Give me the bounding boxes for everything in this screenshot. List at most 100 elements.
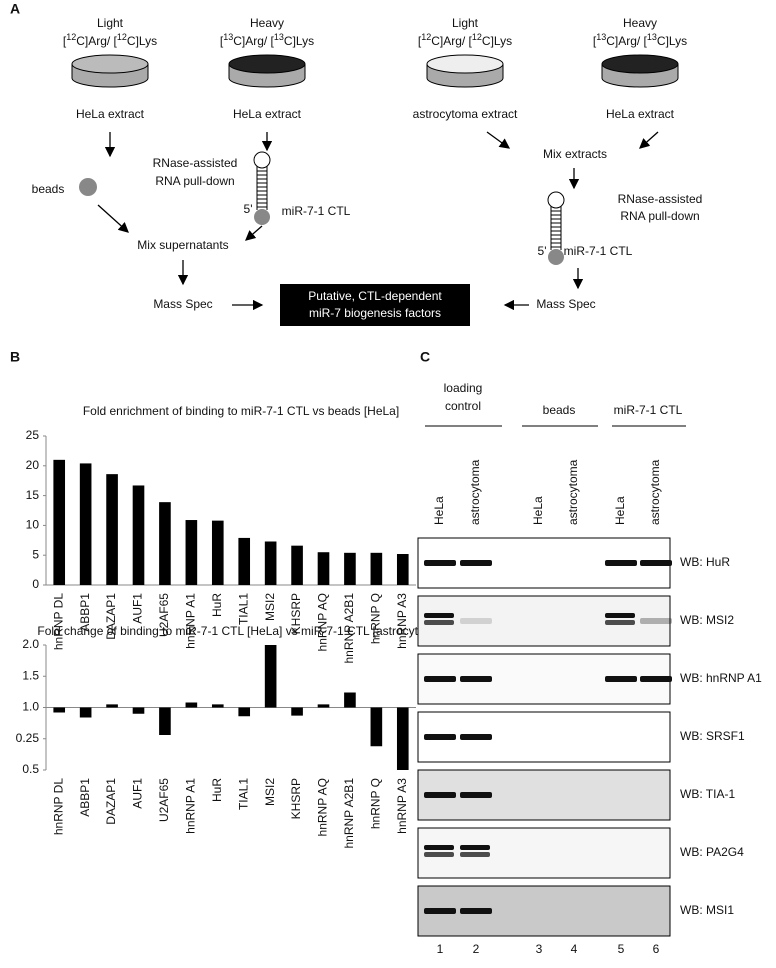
bar [396, 554, 409, 585]
heavy-label: Heavy [623, 16, 657, 30]
blot-label: WB: SRSF1 [680, 729, 745, 743]
formula-part: [ [593, 34, 597, 48]
x-tick-label: hnRNP Q [369, 593, 383, 644]
formula-part: 13 [596, 32, 606, 42]
arrow [245, 225, 263, 241]
panel-label: C [420, 349, 430, 365]
extract-label: astrocytoma extract [413, 107, 518, 121]
formula-part: 12 [117, 32, 127, 42]
group-label: control [445, 399, 481, 413]
formula-part: C]Arg/ [ [606, 34, 647, 48]
beads-label: beads [32, 182, 65, 196]
bar [211, 704, 224, 708]
band [460, 792, 492, 798]
extract-label: HeLa extract [233, 107, 302, 121]
band [460, 618, 492, 624]
x-tick-label: hnRNP DL [51, 593, 65, 650]
formula-part: C]Arg/ [ [76, 34, 117, 48]
bar [132, 707, 145, 714]
pulldown-label: RNA pull-down [155, 174, 234, 188]
band [605, 560, 637, 566]
result-box [280, 284, 470, 326]
heavy-label: Heavy [250, 16, 284, 30]
x-tick-label: hnRNP A2B1 [342, 778, 356, 849]
lane-label: HeLa [531, 496, 545, 525]
formula-part: 13 [223, 32, 233, 42]
probe-label: miR-7-1 CTL [564, 244, 633, 258]
bead [254, 209, 270, 225]
blot [417, 827, 671, 879]
y-tick-label: 10 [26, 518, 40, 532]
probe-label: miR-7-1 CTL [282, 204, 351, 218]
bar [106, 474, 118, 585]
blot-label: WB: TIA-1 [680, 787, 735, 801]
x-tick-label: U2AF65 [157, 593, 171, 637]
x-tick-label: MSI2 [263, 778, 277, 806]
band [460, 734, 492, 740]
probe-end: 5' [244, 202, 253, 216]
band [460, 845, 490, 850]
band [640, 618, 672, 624]
bar [317, 704, 330, 708]
band [424, 734, 456, 740]
blot-label: WB: MSI2 [680, 613, 734, 627]
x-tick-label: hnRNP AQ [316, 593, 330, 651]
formula-part: 13 [647, 32, 657, 42]
formula: [12C]Arg/ [12C]Lys [418, 32, 512, 48]
bar [79, 707, 92, 718]
formula-part: 12 [472, 32, 482, 42]
result-text: miR-7 biogenesis factors [309, 306, 441, 320]
band [460, 908, 492, 914]
bead [548, 249, 564, 265]
bar [317, 552, 330, 585]
x-tick-label: KHSRP [289, 778, 303, 819]
dish-top [228, 54, 306, 74]
formula-part: [ [418, 34, 422, 48]
ms-label: Mass Spec [536, 297, 595, 311]
bar [291, 545, 303, 585]
formula: [12C]Arg/ [12C]Lys [63, 32, 157, 48]
x-tick-label: hnRNP DL [51, 778, 65, 835]
band [460, 560, 492, 566]
result-text: Putative, CTL-dependent [308, 289, 442, 303]
lane-label: astrocytoma [468, 459, 482, 525]
y-tick-label: 1.0 [22, 700, 39, 714]
y-tick-label: 2.0 [22, 637, 39, 651]
x-tick-label: hnRNP Q [369, 778, 383, 829]
bar [264, 645, 277, 708]
lane-number: 5 [618, 942, 625, 956]
x-tick-label: hnRNP A1 [184, 593, 198, 649]
y-tick-label: 5 [32, 547, 39, 561]
panel-label: B [10, 349, 20, 365]
y-tick-label: 0 [32, 577, 39, 591]
bar [159, 502, 171, 585]
extract-label: HeLa extract [76, 107, 145, 121]
pulldown-label: RNA pull-down [620, 209, 699, 223]
group-label: loading [444, 381, 483, 395]
hairpin-loop [253, 151, 271, 169]
band [424, 852, 454, 857]
bar [185, 702, 198, 708]
formula-part: C]Lys [657, 34, 687, 48]
band [605, 620, 635, 625]
formula-part: 12 [421, 32, 431, 42]
bar [264, 541, 277, 585]
light-label: Light [452, 16, 479, 30]
formula-part: [ [63, 34, 67, 48]
x-tick-label: ABBP1 [78, 778, 92, 817]
x-tick-label: AUF1 [131, 593, 145, 624]
ms-label: Mass Spec [153, 297, 212, 311]
formula: [13C]Arg/ [13C]Lys [220, 32, 314, 48]
x-tick-label: TIAL1 [236, 778, 250, 810]
dish-top [426, 54, 504, 74]
x-tick-label: DAZAP1 [104, 593, 118, 640]
x-tick-label: hnRNP AQ [316, 778, 330, 836]
y-tick-label: 0.5 [22, 762, 39, 776]
band [424, 676, 456, 682]
bar [53, 459, 66, 585]
panel-b: B Fold enrichment of binding to miR-7-1 C… [10, 349, 445, 849]
band [640, 676, 672, 682]
bar [344, 692, 356, 708]
